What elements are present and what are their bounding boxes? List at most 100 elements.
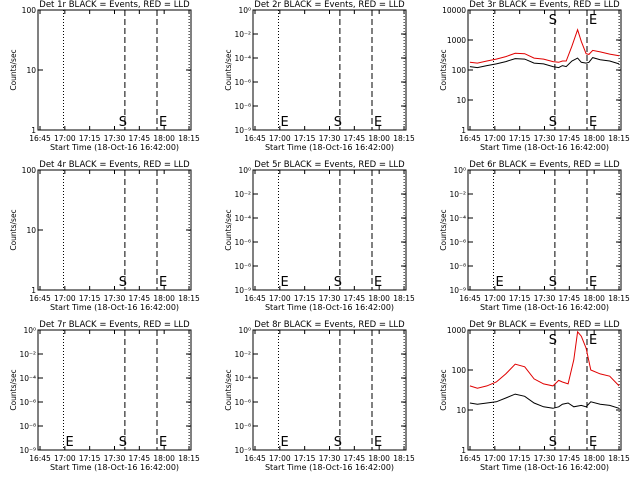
y-axis-label: Counts/sec [9,209,18,250]
marker-label: E [66,435,74,450]
x-tick-label: 16:45 [459,454,481,463]
marker-label: E [589,275,597,290]
y-tick-label: 10 [456,406,466,415]
x-tick-label: 16:45 [459,294,481,303]
y-axis-label: Counts/sec [224,369,233,410]
marker-label: S [334,435,342,450]
y-tick-label: 100 [22,6,37,15]
x-axis-label: Start Time (18-Oct-16 16:42:00) [50,463,179,472]
x-tick-label: 17:15 [294,294,316,303]
x-tick-label: 17:15 [79,134,101,143]
x-tick-label: 17:30 [319,454,341,463]
x-tick-label: 16:45 [244,134,266,143]
x-axis-label: Start Time (18-Oct-16 16:42:00) [50,303,179,312]
y-tick-label: 10⁻⁴ [449,214,466,223]
x-axis-label: Start Time (18-Oct-16 16:42:00) [50,143,179,152]
y-tick-label: 10⁻⁴ [234,214,251,223]
y-axis-label: Counts/sec [439,49,448,90]
x-tick-label: 17:30 [104,454,126,463]
x-tick-label: 18:00 [368,454,390,463]
panel-6: Det 6r BLACK = Events, RED = LLD 16:45 17:… [439,160,630,312]
marker-label-top: S [549,13,557,28]
series-line [469,57,620,69]
plot-frame [252,329,407,451]
y-tick-label: 10⁻⁶ [234,238,251,247]
y-tick-label: 10 [26,66,36,75]
x-axis-label: Start Time (18-Oct-16 16:42:00) [265,463,394,472]
panel-title: Det 8r BLACK = Events, RED = LLD [254,320,405,330]
y-tick-label: 1 [31,286,36,295]
marker-label: S [334,115,342,130]
y-tick-label: 10⁰ [23,326,36,335]
x-tick-label: 17:15 [509,294,531,303]
y-tick-label: 10⁻² [234,350,251,359]
x-tick-label: 18:00 [153,294,175,303]
x-tick-label: 16:45 [459,134,481,143]
y-tick-label: 10⁻⁶ [449,238,466,247]
x-tick-label: 18:15 [393,454,415,463]
marker-label-top: E [281,173,289,188]
x-tick-label: 16:45 [29,454,51,463]
x-tick-label: 18:00 [583,294,605,303]
panel-title: Det 6r BLACK = Events, RED = LLD [469,160,620,170]
marker-label-top: S [334,333,342,348]
x-tick-label: 18:15 [608,294,630,303]
marker-label: E [374,115,382,130]
x-tick-label: 17:00 [484,134,506,143]
x-tick-label: 16:45 [29,134,51,143]
x-tick-label: 17:45 [129,134,151,143]
x-tick-label: 18:00 [583,134,605,143]
marker-label-top: E [159,13,167,28]
y-tick-label: 10⁻⁹ [19,446,36,455]
x-tick-label: 17:00 [484,454,506,463]
x-tick-label: 17:00 [269,134,291,143]
y-axis-label: Counts/sec [224,49,233,90]
marker-label: S [119,435,127,450]
x-tick-label: 17:45 [344,134,366,143]
y-tick-label: 10⁰ [238,6,251,15]
x-tick-label: 17:30 [319,294,341,303]
marker-label: S [549,115,557,130]
x-tick-label: 18:15 [393,294,415,303]
x-tick-label: 17:30 [319,134,341,143]
marker-label: E [159,275,167,290]
x-tick-label: 18:00 [153,454,175,463]
x-tick-label: 18:15 [393,134,415,143]
panel-title: Det 2r BLACK = Events, RED = LLD [254,0,405,10]
panel-9: Det 9r BLACK = Events, RED = LLD 16:45 17:… [439,320,630,472]
y-tick-label: 10⁻² [234,190,251,199]
y-tick-label: 10⁻⁴ [234,54,251,63]
marker-label-top: S [549,173,557,188]
y-tick-label: 10⁻⁹ [234,286,251,295]
x-tick-label: 17:45 [344,454,366,463]
x-tick-label: 18:15 [608,454,630,463]
y-tick-label: 1 [31,126,36,135]
x-tick-label: 17:15 [509,134,531,143]
x-tick-label: 17:30 [534,134,556,143]
series-line [469,393,620,409]
y-tick-label: 1 [461,126,466,135]
y-axis-label: Counts/sec [9,49,18,90]
marker-label-top: S [334,173,342,188]
marker-label-top: E [589,13,597,28]
y-tick-label: 10⁻⁹ [449,286,466,295]
marker-label-top: E [589,333,597,348]
y-tick-label: 10⁻⁶ [234,78,251,87]
plot-frame [467,169,622,291]
marker-label: E [589,435,597,450]
marker-label-top: E [374,13,382,28]
marker-label: E [374,435,382,450]
y-tick-label: 10⁻⁶ [234,398,251,407]
panel-title: Det 9r BLACK = Events, RED = LLD [469,320,620,330]
y-tick-label: 10⁰ [238,166,251,175]
x-tick-label: 18:15 [178,294,200,303]
panel-title: Det 7r BLACK = Events, RED = LLD [39,320,190,330]
y-tick-label: 10⁻² [234,30,251,39]
x-tick-label: 17:30 [534,294,556,303]
y-tick-label: 10⁻² [19,350,36,359]
x-tick-label: 17:00 [269,294,291,303]
x-tick-label: 18:15 [608,134,630,143]
marker-label-top: S [119,173,127,188]
x-tick-label: 17:15 [79,294,101,303]
